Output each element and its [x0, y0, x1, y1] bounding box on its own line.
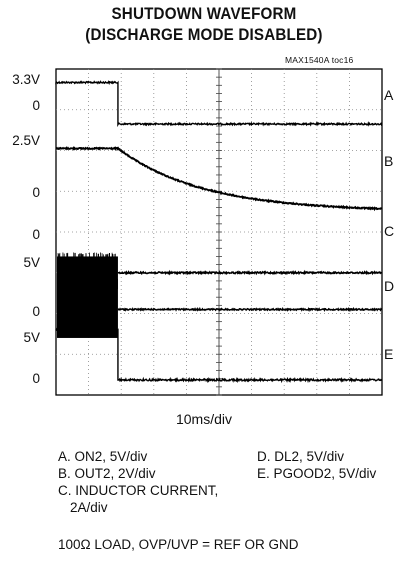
- ylabel-a-low: 0: [32, 98, 40, 113]
- channel-label-b: B: [384, 153, 394, 169]
- ylabel-c-zero: 0: [32, 227, 40, 242]
- legend-item-a: A. ON2, 5V/div: [58, 449, 148, 464]
- trace-e-pgood2: [55, 327, 383, 384]
- legend-item-c: C. INDUCTOR CURRENT,: [58, 483, 219, 498]
- ylabel-e-high: 5V: [23, 330, 40, 345]
- timebase-label: 10ms/div: [175, 411, 233, 427]
- ylabel-e-low: 0: [32, 371, 40, 386]
- channel-label-c: C: [384, 223, 395, 239]
- oscilloscope-plot: [55, 68, 383, 396]
- legend-item-c-cont: 2A/div: [70, 500, 108, 515]
- trace-c-inductor-current: [117, 269, 383, 276]
- chart-title-line1: SHUTDOWN WAVEFORM: [111, 5, 297, 23]
- legend-item-b: B. OUT2, 2V/div: [58, 466, 156, 481]
- trace-a-on2: [55, 80, 383, 128]
- figure-id: MAX1540A toc16: [285, 55, 354, 65]
- trace-d-dl2: [117, 306, 383, 313]
- chart-title-line2: (DISCHARGE MODE DISABLED): [85, 26, 323, 44]
- ylabel-a-high: 3.3V: [12, 72, 40, 87]
- channel-label-a: A: [384, 87, 394, 103]
- footnote: 100Ω LOAD, OVP/UVP = REF OR GND: [58, 537, 299, 552]
- legend-item-e: E. PGOOD2, 5V/div: [257, 466, 377, 481]
- channel-label-d: D: [384, 278, 395, 294]
- trace-b-out2: [55, 146, 383, 212]
- ylabel-b-low: 0: [32, 185, 40, 200]
- ylabel-d-low: 0: [32, 304, 40, 319]
- channel-label-e: E: [384, 346, 394, 362]
- ylabel-b-high: 2.5V: [12, 133, 40, 148]
- ylabel-d-high: 5V: [23, 255, 40, 270]
- legend-item-d: D. DL2, 5V/div: [257, 449, 345, 464]
